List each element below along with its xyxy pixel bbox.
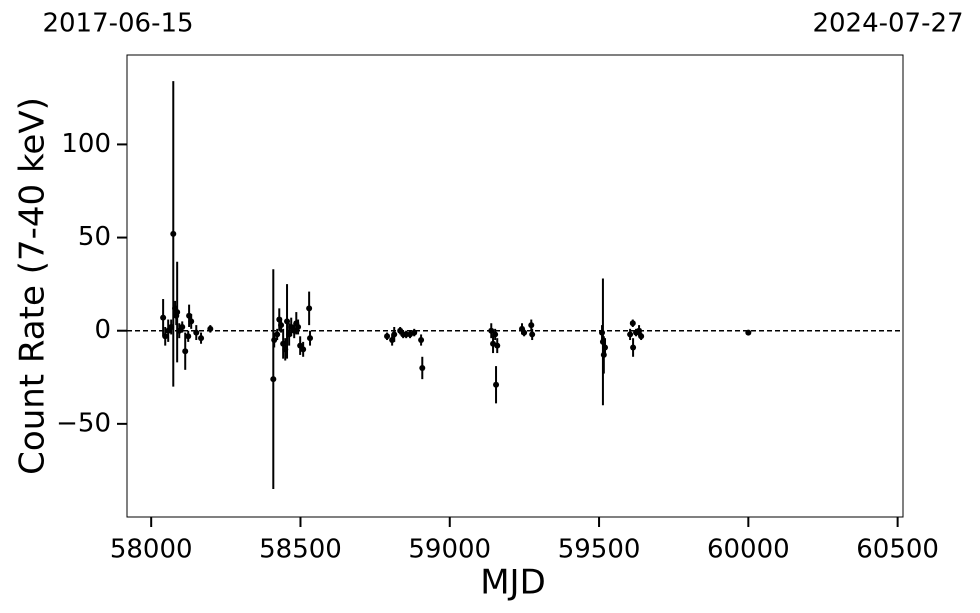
data-point — [419, 364, 426, 371]
data-point — [185, 333, 192, 340]
data-point — [745, 329, 752, 336]
data-point — [278, 322, 285, 329]
data-point — [300, 346, 307, 353]
data-point — [391, 331, 398, 338]
data-point — [418, 337, 425, 344]
data-point — [271, 337, 278, 344]
data-point — [492, 331, 499, 338]
data-point — [182, 348, 189, 355]
x-tick-label: 58500 — [259, 535, 342, 565]
data-point — [270, 376, 277, 383]
data-point — [629, 320, 636, 327]
y-tick-label: 100 — [61, 129, 111, 159]
data-point — [488, 327, 495, 334]
data-point — [160, 314, 167, 321]
plot-area — [126, 54, 904, 518]
data-point — [411, 329, 418, 336]
y-axis-label: Count Rate (7-40 keV) — [13, 97, 53, 475]
data-point — [602, 344, 609, 351]
data-point — [170, 230, 177, 237]
data-point — [306, 305, 313, 312]
data-point — [295, 323, 302, 330]
data-point — [188, 318, 195, 325]
x-tick-label: 58000 — [110, 535, 193, 565]
data-point — [638, 333, 645, 340]
data-point — [193, 329, 200, 336]
data-point — [384, 333, 391, 340]
data-point — [636, 327, 643, 334]
data-point — [494, 342, 501, 349]
data-point — [493, 381, 500, 388]
data-point — [198, 335, 205, 342]
data-point — [627, 331, 634, 338]
start-date: 2017-06-15 — [42, 9, 193, 39]
y-tick-label: 50 — [78, 222, 111, 252]
data-point — [521, 329, 528, 336]
data-point — [174, 309, 181, 316]
y-tick-label: −50 — [56, 408, 111, 438]
y-tick-label: 0 — [94, 315, 111, 345]
data-point — [274, 331, 281, 338]
data-point — [162, 333, 169, 340]
data-point — [179, 323, 186, 330]
x-tick-label: 60500 — [856, 535, 939, 565]
end-date: 2024-07-27 — [812, 9, 963, 39]
data-point — [207, 325, 214, 332]
data-point — [307, 335, 314, 342]
x-tick-label: 59500 — [558, 535, 641, 565]
x-axis-label: MJD — [480, 563, 546, 603]
data-point — [529, 331, 536, 338]
data-point — [630, 344, 637, 351]
x-tick-label: 60000 — [707, 535, 790, 565]
x-tick-label: 59000 — [408, 535, 491, 565]
data-point — [284, 318, 291, 325]
data-point — [528, 322, 535, 329]
